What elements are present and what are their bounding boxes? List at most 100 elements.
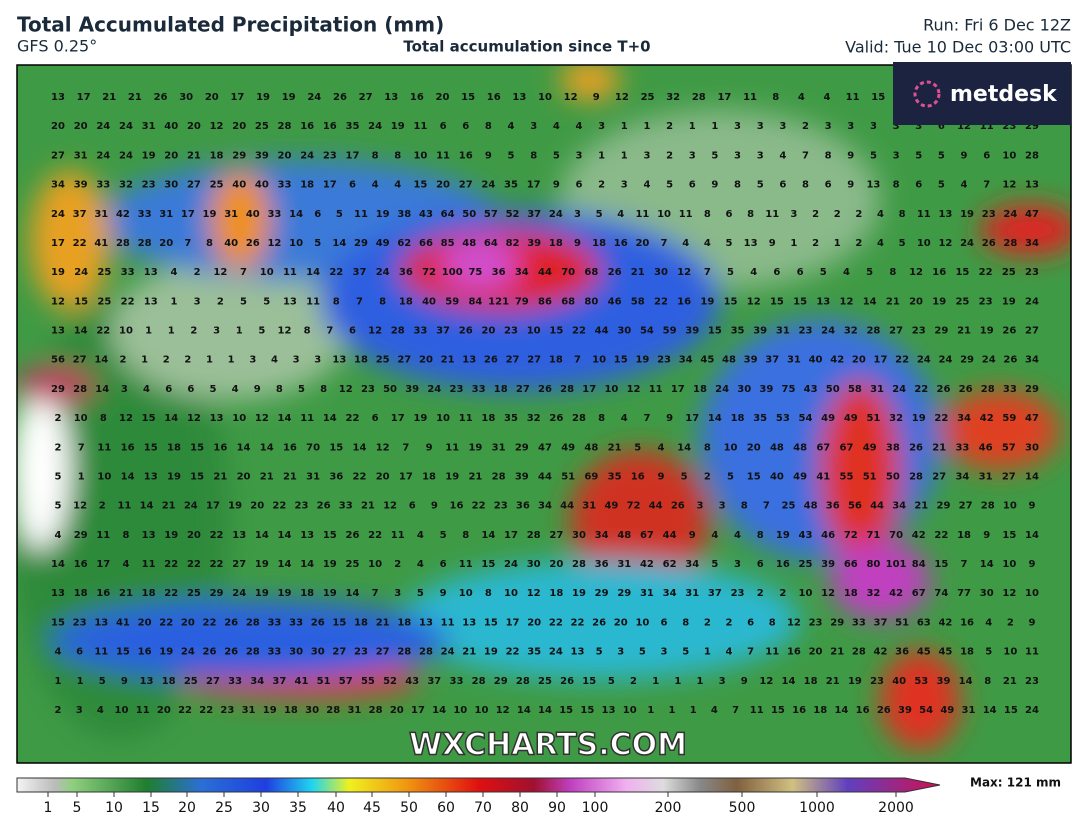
- grid-value: 20: [205, 92, 219, 103]
- grid-value: 8: [462, 530, 469, 541]
- grid-value: 56: [51, 355, 65, 366]
- grid-value: 28: [116, 238, 130, 249]
- grid-value: 47: [1025, 209, 1039, 220]
- grid-value: 12: [278, 326, 292, 337]
- grid-value: 8: [485, 121, 492, 132]
- grid-value: 17: [527, 180, 541, 191]
- grid-value: 40: [232, 180, 246, 191]
- grid-value: 15: [481, 559, 495, 570]
- grid-value: 1: [598, 150, 605, 161]
- grid-value: 3: [293, 355, 300, 366]
- grid-value: 22: [178, 705, 192, 716]
- grid-value: 2: [119, 355, 126, 366]
- grid-value: 29: [51, 384, 65, 395]
- grid-value: 4: [508, 121, 515, 132]
- grid-value: 4: [55, 647, 62, 658]
- grid-value: 3: [598, 121, 605, 132]
- grid-value: 30: [305, 705, 319, 716]
- grid-value: 23: [449, 384, 463, 395]
- grid-value: 5: [666, 180, 673, 191]
- grid-value: 6: [689, 180, 696, 191]
- grid-value: 32: [527, 413, 541, 424]
- grid-value: 5: [682, 647, 689, 658]
- grid-value: 37: [527, 209, 541, 220]
- grid-value: 27: [187, 180, 201, 191]
- grid-value: 2: [394, 559, 401, 570]
- grid-value: 33: [121, 267, 135, 278]
- grid-value: 27: [51, 150, 65, 161]
- grid-value: 12: [383, 501, 397, 512]
- grid-value: 49: [821, 413, 835, 424]
- grid-value: 30: [179, 92, 193, 103]
- grid-value: 8: [372, 150, 379, 161]
- grid-value: 14: [95, 384, 109, 395]
- grid-value: 53: [776, 413, 790, 424]
- grid-value: 16: [631, 471, 645, 482]
- grid-value: 43: [405, 676, 419, 687]
- grid-value: 1: [704, 647, 711, 658]
- grid-value: 9: [1029, 617, 1036, 628]
- grid-value: 24: [96, 150, 110, 161]
- grid-value: 13: [462, 617, 476, 628]
- grid-value: 10: [74, 413, 88, 424]
- grid-value: 10: [115, 705, 129, 716]
- grid-value: 15: [484, 617, 498, 628]
- grid-value: 46: [821, 530, 835, 541]
- grid-value: 19: [164, 530, 178, 541]
- precip-field: 13 17 21 21 26 30 20 17 19 19 24 26 27 13 16 20 15 16 13 10…: [17, 65, 1071, 763]
- grid-value: 22: [210, 530, 224, 541]
- grid-value: 5: [711, 150, 718, 161]
- grid-value: 5: [915, 150, 922, 161]
- grid-value: 5: [55, 501, 62, 512]
- grid-value: 25: [376, 355, 390, 366]
- grid-value: 26: [592, 617, 606, 628]
- grid-value: 42: [912, 530, 926, 541]
- grid-value: 15: [871, 92, 885, 103]
- grid-value: 54: [799, 413, 813, 424]
- grid-value: 29: [617, 588, 631, 599]
- grid-value: 21: [187, 150, 201, 161]
- grid-value: 33: [1003, 384, 1017, 395]
- grid-value: 12: [213, 267, 227, 278]
- grid-value: 2: [812, 209, 819, 220]
- grid-value: 11: [445, 442, 459, 453]
- colorbar-label: 30: [252, 800, 270, 816]
- grid-value: 6: [440, 121, 447, 132]
- grid-value: 15: [323, 530, 337, 541]
- grid-value: 20: [527, 617, 541, 628]
- grid-value: 23: [1025, 676, 1039, 687]
- grid-value: 5: [866, 267, 873, 278]
- grid-value: 18: [422, 471, 436, 482]
- grid-value: 36: [399, 267, 413, 278]
- grid-value: 29: [595, 588, 609, 599]
- grid-value: 19: [51, 267, 65, 278]
- grid-value: 16: [74, 559, 88, 570]
- grid-value: 2: [55, 442, 62, 453]
- grid-value: 13: [744, 238, 758, 249]
- grid-value: 3: [893, 121, 900, 132]
- grid-value: 14: [255, 530, 269, 541]
- grid-value: 39: [74, 180, 88, 191]
- grid-value: 23: [73, 617, 87, 628]
- grid-value: 8: [485, 588, 492, 599]
- grid-value: 18: [142, 588, 156, 599]
- grid-value: 11: [441, 617, 455, 628]
- grid-value: 18: [284, 705, 298, 716]
- grid-value: 37: [436, 326, 450, 337]
- grid-value: 20: [376, 471, 390, 482]
- grid-value: 40: [224, 238, 238, 249]
- grid-value: 13: [602, 705, 616, 716]
- grid-value: 28: [560, 384, 574, 395]
- grid-value: 20: [481, 326, 495, 337]
- grid-value: 10: [459, 588, 473, 599]
- grid-value: 2: [779, 588, 786, 599]
- grid-value: 23: [504, 326, 518, 337]
- grid-value: 14: [306, 267, 320, 278]
- grid-value: 5: [711, 559, 718, 570]
- grid-value: 20: [138, 617, 152, 628]
- grid-value: 6: [773, 267, 780, 278]
- grid-value: 27: [1002, 471, 1016, 482]
- grid-value: 22: [203, 617, 217, 628]
- grid-value: 62: [663, 559, 677, 570]
- grid-value: 36: [329, 471, 343, 482]
